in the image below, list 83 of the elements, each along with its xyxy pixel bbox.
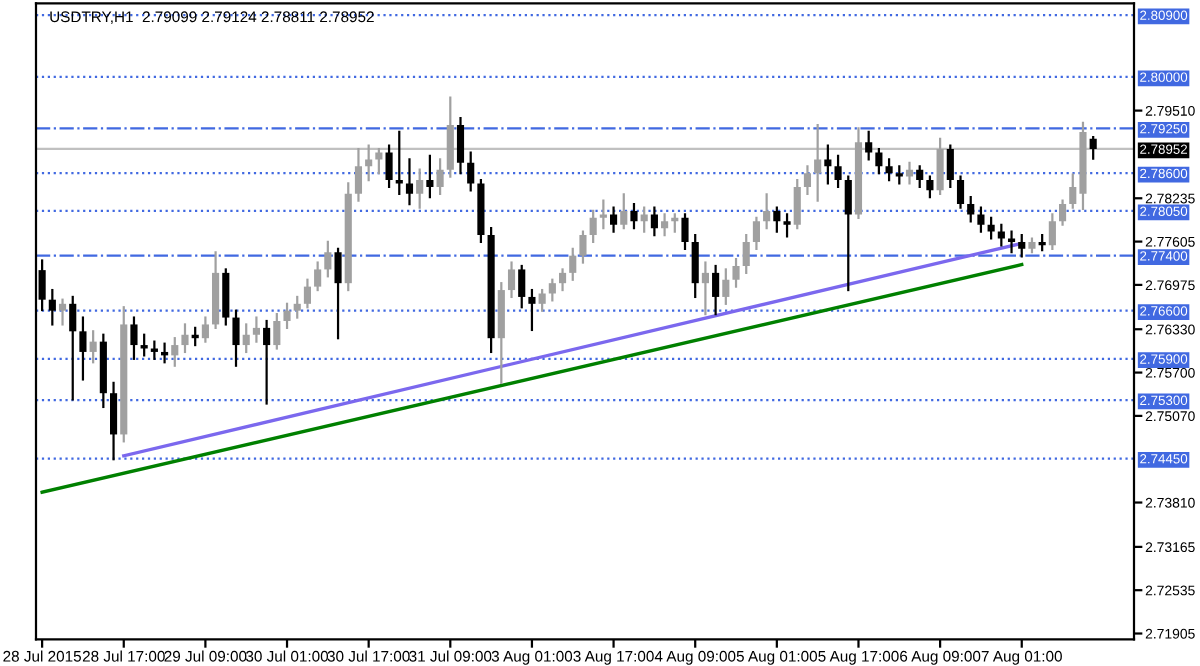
candlestick [579, 230, 587, 264]
candlestick [456, 117, 465, 175]
candlestick [324, 240, 332, 278]
candlestick [763, 193, 771, 230]
candlestick [875, 147, 883, 175]
candlestick [936, 137, 944, 195]
candlestick [773, 206, 781, 233]
candlestick [365, 144, 373, 182]
candlestick [752, 216, 761, 250]
candlestick [446, 96, 454, 178]
candlestick [722, 268, 730, 305]
candlestick [405, 158, 414, 206]
candlestick [283, 302, 291, 329]
candlestick [701, 261, 709, 316]
candlestick [732, 258, 740, 288]
candlestick [314, 261, 322, 292]
candlestick [1059, 199, 1067, 226]
candlestick [354, 147, 363, 202]
candlestick [783, 213, 791, 238]
candlestick [967, 196, 975, 223]
candlestick [987, 216, 995, 240]
candlestick [1018, 233, 1026, 258]
candlestick [89, 330, 97, 364]
candlestick [426, 154, 434, 199]
candlestick [467, 151, 475, 192]
candlestick [385, 144, 393, 189]
candlestick [201, 316, 209, 343]
candlestick [242, 323, 250, 354]
candlestick [528, 288, 536, 332]
candlestick [916, 165, 924, 189]
candlestick [436, 158, 444, 195]
candlestick [558, 268, 567, 292]
candlestick [1007, 230, 1016, 254]
candlestick [48, 288, 56, 326]
candlestick [140, 333, 148, 357]
candlestick [252, 316, 260, 343]
candlestick [803, 165, 812, 195]
candlestick [977, 206, 985, 233]
candlestick [630, 203, 638, 230]
candlestick [661, 213, 669, 237]
candlestick [905, 161, 914, 185]
candlestick [946, 144, 954, 189]
candlestick [538, 288, 546, 312]
candlestick [69, 295, 77, 401]
candlestick [681, 213, 689, 250]
candlestick [691, 233, 699, 299]
candlestick [1048, 213, 1056, 250]
candlestick [610, 206, 618, 233]
candlestick [793, 178, 801, 230]
candlestick [742, 233, 750, 274]
candlestick [650, 206, 658, 237]
candlestick [58, 298, 67, 326]
candlestick [263, 319, 271, 405]
candlestick [640, 206, 648, 233]
candlestick [569, 247, 577, 281]
candlestick [956, 175, 965, 209]
candlestick [507, 261, 516, 299]
candlestick [109, 381, 118, 461]
candlestick [824, 144, 832, 185]
candlestick [181, 323, 189, 354]
candlestick [1089, 136, 1097, 160]
candlestick [834, 154, 842, 189]
candlestick [130, 316, 138, 360]
candlestick [416, 168, 424, 209]
candlestick [79, 316, 87, 381]
candlestick [865, 130, 873, 161]
candlestick [548, 278, 556, 302]
candlestick [885, 158, 893, 182]
candlestick [589, 209, 597, 244]
candlestick [303, 278, 312, 309]
candlestick [232, 309, 240, 367]
candlestick [518, 264, 526, 309]
candlestick [620, 193, 628, 230]
candlestick [273, 313, 281, 350]
candlestick [844, 175, 852, 292]
candlestick [926, 175, 934, 199]
candlestick [599, 199, 607, 230]
candlestick [712, 264, 720, 316]
candlestick [814, 123, 822, 202]
candlestick [334, 247, 342, 340]
candlestick [293, 295, 301, 319]
candlestick [171, 337, 179, 367]
candlestick [222, 268, 230, 326]
